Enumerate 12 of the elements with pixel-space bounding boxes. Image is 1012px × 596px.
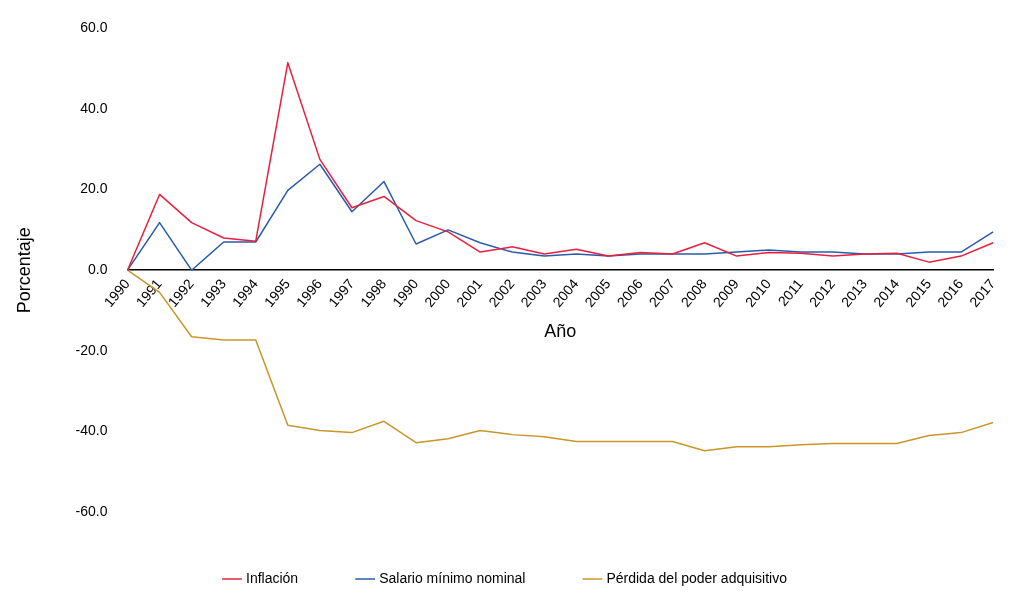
y-tick-label: 0.0 (88, 261, 108, 278)
legend-label: Pérdida del poder adquisitivo (606, 569, 788, 586)
x-axis-title: Año (544, 320, 577, 341)
y-tick-label: 60.0 (80, 19, 108, 36)
y-tick-label: 40.0 (80, 99, 108, 116)
y-tick-label: 20.0 (80, 180, 108, 197)
legend-label: Inflación (246, 569, 299, 586)
legend-label: Salario mínimo nominal (379, 569, 526, 586)
y-tick-label: -20.0 (75, 341, 108, 358)
y-axis-title: Porcentaje (13, 227, 34, 314)
y-tick-label: -60.0 (75, 502, 108, 519)
y-tick-label: -40.0 (75, 422, 108, 439)
